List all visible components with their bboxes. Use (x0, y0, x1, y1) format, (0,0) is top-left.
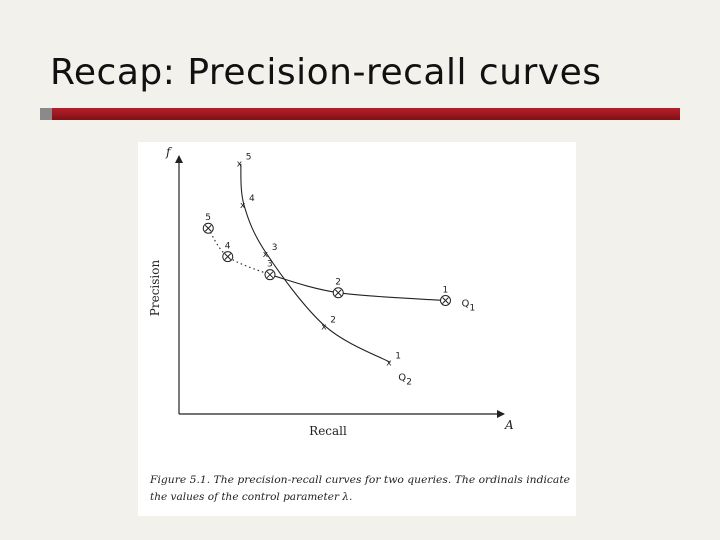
series-q1-line (269, 274, 446, 302)
series-q2-point-3: x (263, 250, 269, 260)
y-axis-symbol: f (165, 145, 173, 159)
series-q2-line (240, 163, 391, 363)
series-q2-point-label-1: 1 (395, 351, 401, 361)
series-q2-point-label-4: 4 (249, 194, 255, 204)
series-q1-point-1 (440, 294, 451, 306)
series-q1-point-label-5: 5 (205, 213, 211, 223)
x-axis-symbol: A (504, 418, 514, 432)
series-q1-point-2 (332, 287, 344, 299)
series-q1-point-label-3: 3 (267, 260, 273, 270)
y-axis-label: Precision (148, 260, 162, 317)
point-cross (266, 271, 274, 279)
point-cross (442, 297, 449, 304)
series-q2-point-2: x (321, 322, 327, 332)
point-cross (204, 224, 212, 232)
slide-title: Recap: Precision-recall curves (50, 52, 602, 93)
series-q1-point-5 (202, 222, 214, 234)
series-q2-point-5: x (237, 160, 243, 170)
x-axis-label: Recall (309, 424, 347, 438)
series-q2-point-1: x (386, 358, 392, 368)
series-q1-point-label-2: 2 (335, 278, 341, 288)
series-q2-point-4: x (240, 201, 246, 211)
series-q2-label: Q (398, 372, 406, 383)
figure-caption-line-2: the values of the control parameter λ. (150, 491, 352, 503)
title-rule (40, 108, 680, 120)
series-q2-point-label-5: 5 (246, 153, 252, 163)
series-q1-point-label-1: 1 (443, 285, 449, 295)
series-q1-point-label-4: 4 (225, 242, 231, 252)
series-q2-point-label-3: 3 (272, 243, 278, 253)
series-q1-point-4 (222, 251, 234, 263)
title-rule-square (40, 108, 52, 120)
series-q1-line-dotted (207, 227, 271, 276)
series-q2-point-label-2: 2 (330, 315, 336, 325)
figure-caption-line-1: Figure 5.1. The precision-recall curves … (149, 474, 570, 486)
series-q1-point-3 (264, 269, 276, 281)
point-cross (224, 253, 232, 260)
title-rule-bar (52, 108, 680, 120)
series-q2-label-subscript: 2 (406, 377, 412, 387)
point-cross (334, 289, 342, 297)
series-q1-label-subscript: 1 (470, 303, 476, 313)
series-q1-label: Q (462, 298, 470, 309)
